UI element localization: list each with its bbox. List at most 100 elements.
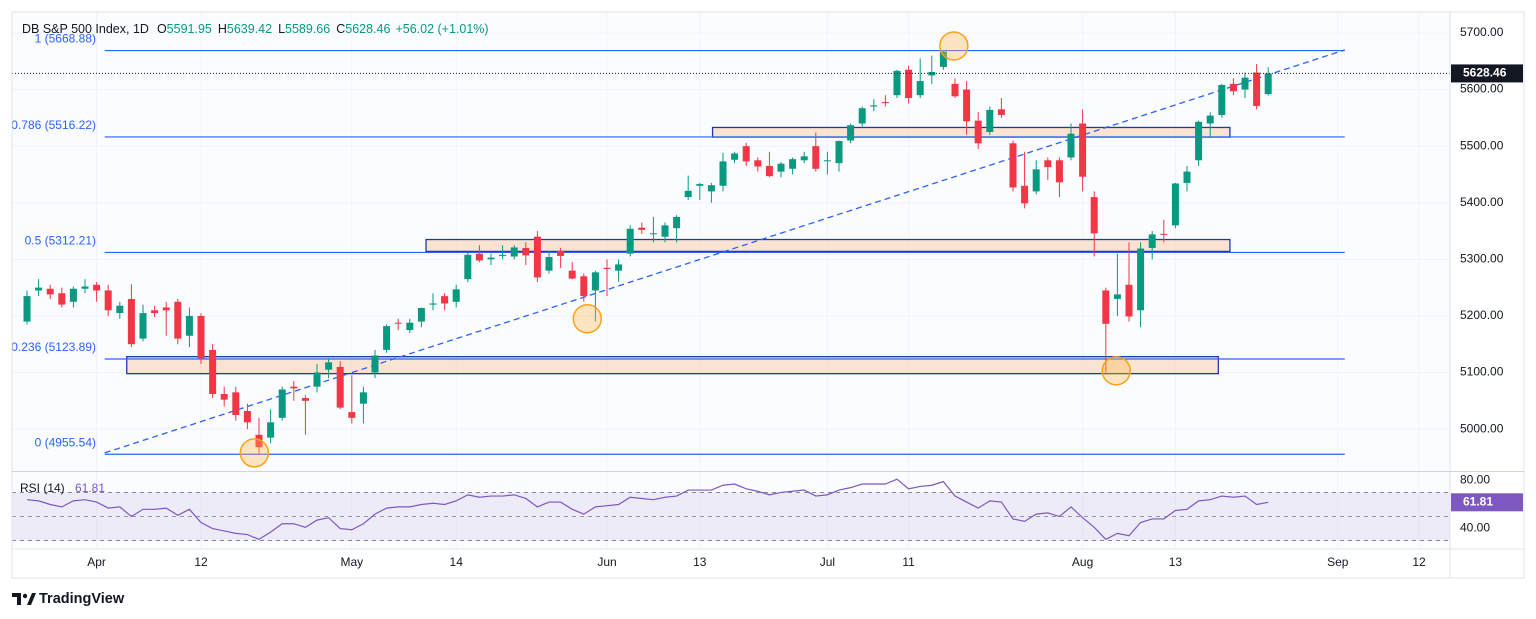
candle-body — [243, 411, 251, 423]
candle-body — [1021, 185, 1029, 204]
candle-body — [928, 71, 936, 76]
candle-body — [46, 288, 54, 295]
candle-body — [1044, 160, 1052, 168]
last-price-box — [1451, 64, 1523, 83]
legend: DB S&P 500 Index, 1D O5591.95 H5639.42 L558… — [22, 22, 489, 36]
candle-body — [1055, 160, 1063, 183]
candle-body — [731, 153, 739, 160]
candle-body — [278, 389, 286, 418]
candle-body — [684, 190, 692, 198]
legend-value: 5589.66 — [285, 22, 330, 36]
candle-body — [220, 394, 228, 400]
candle-body — [151, 310, 159, 314]
candle-body — [290, 386, 298, 389]
y-tick-label: 5000.00 — [1460, 421, 1504, 435]
candle-body — [905, 69, 913, 99]
candle-body — [1183, 171, 1191, 183]
candle-body — [649, 233, 657, 235]
candle-body — [1218, 85, 1226, 116]
candle-body — [765, 165, 773, 177]
candle-body — [719, 161, 727, 186]
brand-logo-dot — [22, 593, 28, 599]
y-tick-label: 5500.00 — [1460, 138, 1504, 152]
fib-label: 1 (5668.88) — [35, 32, 96, 46]
legend-value: 5628.46 — [345, 22, 390, 36]
x-tick-label: 11 — [902, 555, 915, 569]
zone — [126, 356, 1219, 375]
candle-body — [603, 267, 611, 269]
candle-body — [58, 293, 66, 305]
candle-body — [23, 296, 31, 322]
candle-body — [591, 272, 599, 291]
fib-label: 0.236 (5123.89) — [11, 340, 96, 354]
x-tick-label: Sep — [1327, 555, 1349, 569]
candle-body — [464, 254, 472, 280]
candle-body — [557, 250, 565, 256]
candle-body — [533, 236, 541, 278]
candle-body — [847, 125, 855, 141]
y-tick-label: 5200.00 — [1460, 308, 1504, 322]
candle-body — [1229, 83, 1237, 92]
candle-body — [487, 257, 495, 260]
candle-body — [951, 83, 959, 97]
candle-body — [383, 326, 391, 350]
candle-body — [754, 160, 762, 167]
candle-body — [441, 296, 449, 304]
legend-key: H — [218, 22, 227, 36]
candle-body — [568, 270, 576, 279]
candle-body — [858, 108, 866, 124]
candle-body — [777, 163, 785, 172]
candle-body — [174, 301, 182, 339]
candle-body — [835, 141, 843, 164]
highlight-circle — [239, 438, 270, 468]
candle-body — [313, 372, 321, 387]
candle-body — [963, 89, 971, 122]
x-tick-label: 12 — [194, 555, 208, 569]
candle-body — [429, 303, 437, 305]
candle-body — [81, 286, 89, 289]
candle-body — [997, 109, 1005, 116]
candle-body — [1195, 121, 1203, 161]
zone — [711, 126, 1231, 138]
y-tick-label: 5400.00 — [1460, 195, 1504, 209]
candle-body — [1206, 115, 1214, 124]
candle-body — [939, 51, 947, 67]
candle-body — [742, 146, 750, 162]
candle-body — [1102, 290, 1110, 324]
candle-body — [232, 392, 240, 415]
brand-logo — [12, 593, 21, 605]
legend-value: 5591.95 — [167, 22, 212, 36]
candle-body — [325, 362, 333, 370]
fib-label: 0.5 (5312.21) — [25, 234, 96, 248]
brand-logo-slash — [27, 593, 36, 605]
candle-body — [348, 412, 356, 418]
candle-body — [417, 308, 425, 322]
candle-body — [1090, 197, 1098, 234]
candle-body — [301, 397, 309, 401]
candle-body — [69, 288, 77, 302]
candle-body — [336, 366, 344, 408]
highlight-circle — [939, 31, 969, 61]
x-tick-label: Jul — [820, 555, 835, 569]
candle-body — [1125, 284, 1133, 317]
candle-body — [267, 422, 275, 438]
candle-body — [35, 287, 43, 291]
candle-body — [1009, 143, 1017, 188]
candle-body — [789, 159, 797, 169]
fib-label: 0 (4955.54) — [35, 435, 96, 449]
candle-body — [707, 185, 715, 192]
rsi-line — [26, 478, 1269, 541]
candle-body — [615, 264, 623, 271]
candle-body — [475, 253, 483, 261]
y-tick-label: 5100.00 — [1460, 365, 1504, 379]
rsi-header-value: 61.81 — [75, 481, 105, 495]
rsi-value-box — [1451, 493, 1523, 512]
rsi-title: RSI (14) — [20, 481, 65, 495]
x-tick-label: Apr — [87, 555, 106, 569]
candle-body — [545, 257, 553, 271]
candle-body — [93, 284, 101, 291]
rsi-band — [12, 492, 1450, 541]
candle-body — [209, 349, 217, 395]
candle-body — [197, 315, 205, 359]
